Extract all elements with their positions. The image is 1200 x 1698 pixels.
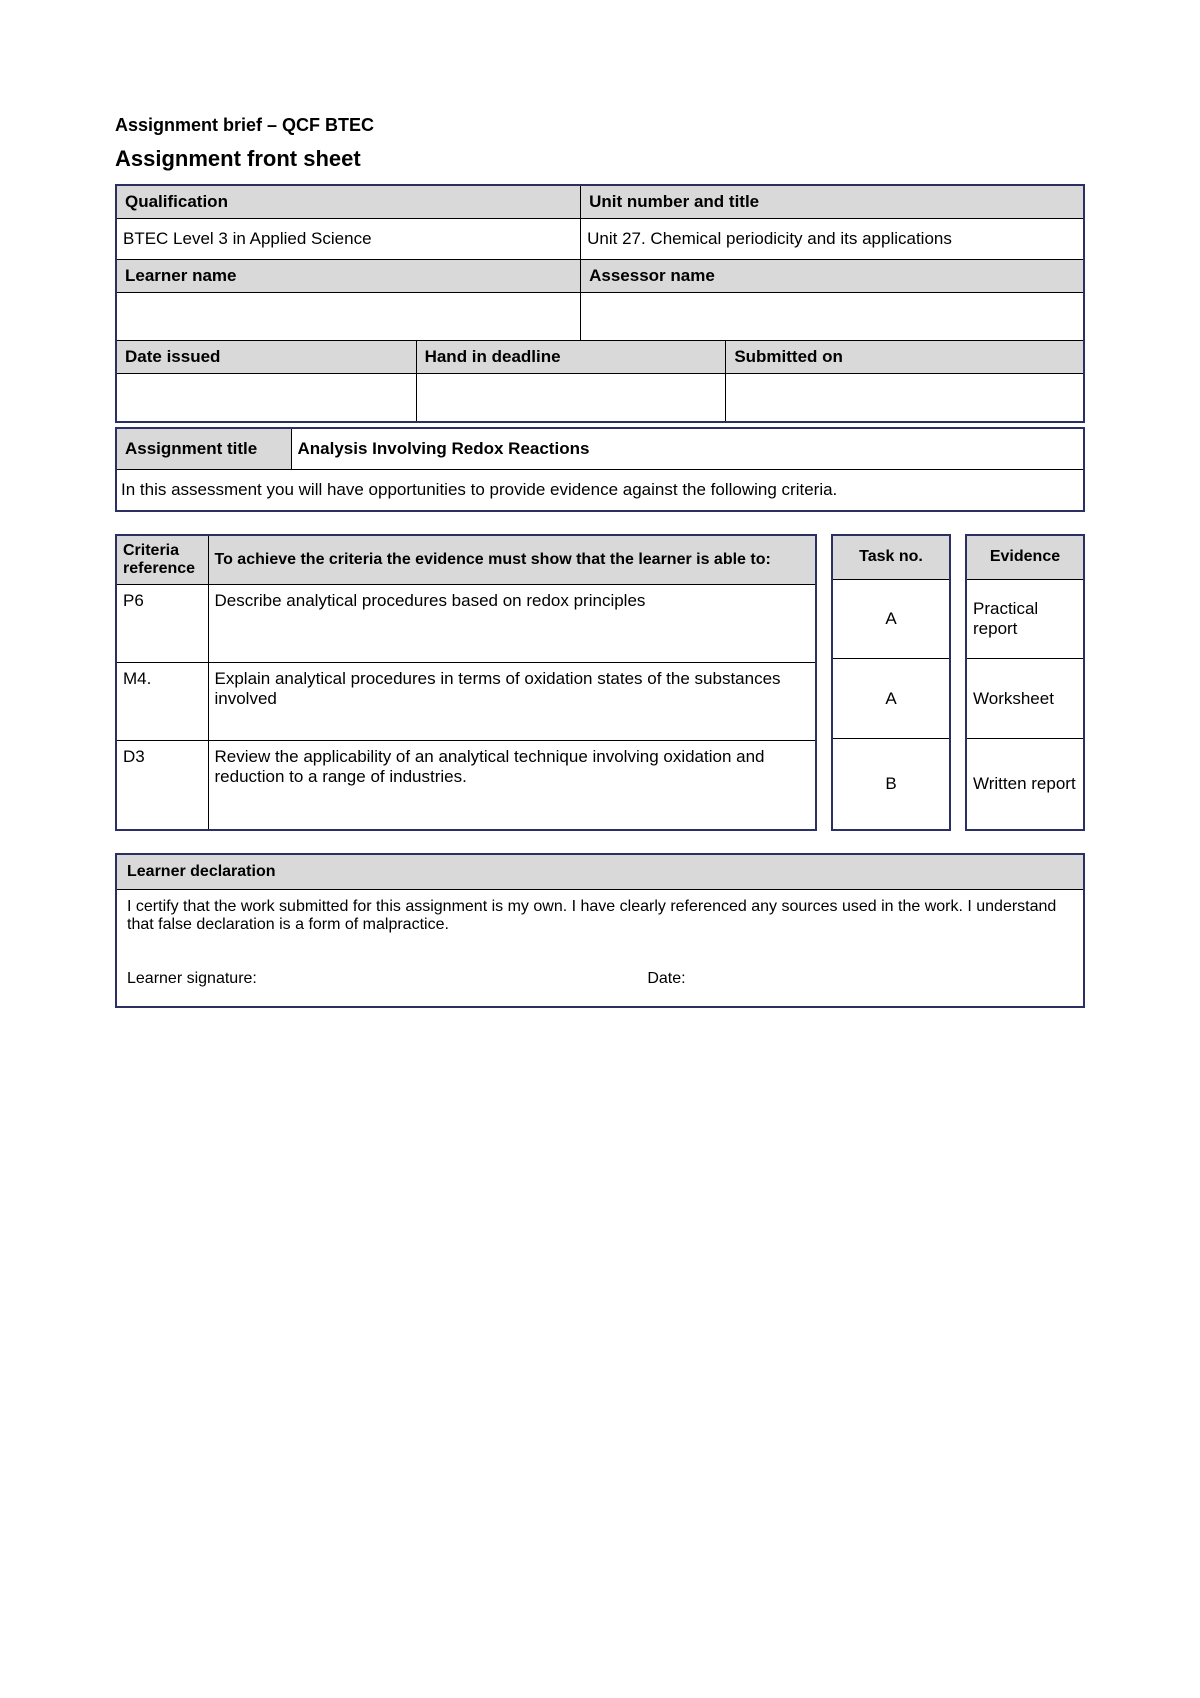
criteria-ref: M4. (116, 662, 208, 740)
criteria-ref-header: Criteria reference (116, 535, 208, 585)
qualification-value: BTEC Level 3 in Applied Science (116, 219, 581, 260)
submitted-label: Submitted on (726, 341, 1084, 374)
criteria-evidence-header: Evidence (966, 535, 1084, 580)
assessor-name-label: Assessor name (581, 260, 1084, 293)
signature-label: Learner signature: (127, 970, 257, 988)
criteria-desc-header: To achieve the criteria the evidence mus… (208, 535, 816, 585)
criteria-evidence: Practical report (966, 579, 1084, 658)
assessor-name-value[interactable] (581, 293, 1084, 341)
criteria-main-table: Criteria reference To achieve the criter… (115, 534, 817, 832)
criteria-desc: Review the applicability of an analytica… (208, 740, 816, 830)
criteria-desc: Describe analytical procedures based on … (208, 584, 816, 662)
criteria-block: Criteria reference To achieve the criter… (115, 534, 1085, 832)
criteria-evidence: Worksheet (966, 659, 1084, 738)
assignment-title-table: Assignment title Analysis Involving Redo… (115, 427, 1085, 512)
date-issued-label: Date issued (116, 341, 416, 374)
submitted-value[interactable] (726, 374, 1084, 422)
assignment-title-value: Analysis Involving Redox Reactions (291, 428, 1084, 470)
declaration-body: I certify that the work submitted for th… (127, 898, 1073, 934)
criteria-desc: Explain analytical procedures in terms o… (208, 662, 816, 740)
criteria-row: D3 Review the applicability of an analyt… (116, 740, 816, 830)
criteria-ref: P6 (116, 584, 208, 662)
date-issued-value[interactable] (116, 374, 416, 422)
assignment-title-label: Assignment title (116, 428, 291, 470)
brief-line: Assignment brief – QCF BTEC (115, 115, 1085, 136)
declaration-body-cell: I certify that the work submitted for th… (116, 890, 1084, 1008)
criteria-row: M4. Explain analytical procedures in ter… (116, 662, 816, 740)
front-sheet-heading: Assignment front sheet (115, 146, 1085, 172)
criteria-task: B (832, 738, 950, 830)
declaration-header: Learner declaration (116, 854, 1084, 890)
learner-name-label: Learner name (116, 260, 581, 293)
criteria-evidence-table: Evidence Practical report Worksheet Writ… (965, 534, 1085, 832)
criteria-ref: D3 (116, 740, 208, 830)
learner-name-value[interactable] (116, 293, 581, 341)
hand-in-label: Hand in deadline (416, 341, 726, 374)
declaration-table: Learner declaration I certify that the w… (115, 853, 1085, 1008)
criteria-task: A (832, 659, 950, 738)
hand-in-value[interactable] (416, 374, 726, 422)
page: Assignment brief – QCF BTEC Assignment f… (0, 0, 1200, 1008)
info-table: Qualification Unit number and title BTEC… (115, 184, 1085, 423)
criteria-task-header: Task no. (832, 535, 950, 580)
criteria-task: A (832, 579, 950, 658)
unit-value: Unit 27. Chemical periodicity and its ap… (581, 219, 1084, 260)
intro-text: In this assessment you will have opportu… (116, 469, 1084, 511)
criteria-row: P6 Describe analytical procedures based … (116, 584, 816, 662)
date-label: Date: (647, 970, 1073, 988)
criteria-task-table: Task no. A A B (831, 534, 951, 832)
criteria-evidence: Written report (966, 738, 1084, 830)
unit-label: Unit number and title (581, 185, 1084, 219)
qualification-label: Qualification (116, 185, 581, 219)
